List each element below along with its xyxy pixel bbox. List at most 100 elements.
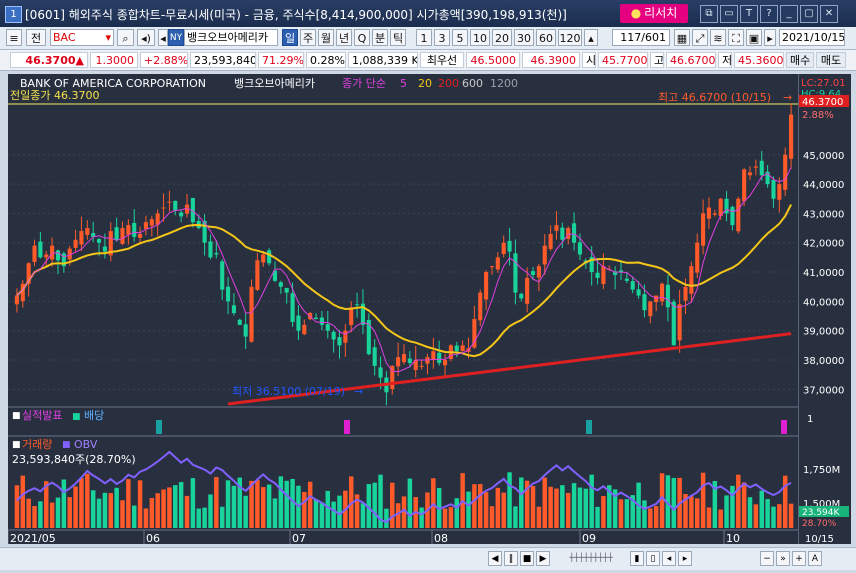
more-icon[interactable]: ▸ (764, 29, 776, 46)
volume-bar (90, 490, 96, 528)
symbol-input[interactable]: BAC ▾ (50, 29, 114, 46)
rewind-icon[interactable]: ◀ (488, 551, 502, 566)
candle-body (67, 248, 72, 260)
zoom-slider[interactable]: ┼┼┼┼┼┼┼┼┼ (556, 551, 626, 566)
candle-body (349, 307, 354, 326)
interval-120-button[interactable]: 120 (558, 29, 582, 46)
candle-body (706, 207, 712, 219)
price-chart-svg[interactable]: BANK OF AMERICA CORPORATION 뱅크오브아메리카 종가 … (7, 74, 798, 545)
layout-icon[interactable]: ▭ (720, 5, 738, 23)
save-icon[interactable]: ▣ (746, 29, 762, 46)
expand-icon[interactable]: ⤢ (692, 29, 708, 46)
volume-bar (765, 499, 770, 528)
zoom-out-bar-icon[interactable]: ▯ (646, 551, 660, 566)
fullscreen-icon[interactable]: ⛶ (728, 29, 744, 46)
volume-bar (653, 506, 659, 528)
candle-body (472, 318, 477, 348)
compare-icon[interactable]: ≋ (710, 29, 726, 46)
pause-icon[interactable]: ‖ (504, 551, 518, 566)
interval-1-button[interactable]: 1 (416, 29, 432, 46)
ask-price: 46.3900 (522, 52, 580, 68)
link-window-icon[interactable]: ⧉ (700, 5, 718, 23)
search-icon[interactable]: ⌕ (117, 29, 134, 46)
volume-bar (38, 501, 43, 528)
volume-bar (741, 482, 747, 528)
earnings-marker[interactable] (344, 420, 350, 434)
prev-arrow-icon[interactable]: ◂ (158, 29, 168, 46)
candle-body (184, 204, 190, 214)
count-field[interactable]: 117/601 (612, 29, 670, 46)
volume-bar (231, 485, 237, 528)
volume-bar (536, 506, 542, 528)
interval-3-button[interactable]: 3 (434, 29, 450, 46)
window-number-badge[interactable]: 1 (5, 6, 22, 23)
period-quarter-tab[interactable]: Q (354, 29, 370, 46)
date-field[interactable]: 2021/10/15 (779, 29, 845, 46)
candle-body (355, 304, 360, 306)
text-tool-icon[interactable]: T (740, 5, 758, 23)
volume-bar (478, 484, 483, 528)
period-day-tab[interactable]: 일 (282, 29, 298, 46)
dividend-marker[interactable] (586, 420, 592, 434)
volume-bar (419, 507, 424, 528)
interval-30-button[interactable]: 30 (514, 29, 534, 46)
dividend-marker[interactable] (156, 420, 162, 434)
scroll-right-icon[interactable]: ▸ (678, 551, 692, 566)
period-tick-tab[interactable]: 틱 (390, 29, 406, 46)
market-select[interactable]: 전 (26, 29, 46, 46)
play-icon[interactable]: ▶ (536, 551, 550, 566)
help-icon[interactable]: ? (760, 5, 778, 23)
period-year-tab[interactable]: 년 (336, 29, 352, 46)
events-dot-icon: ■ (12, 411, 21, 421)
candle-body (648, 301, 653, 317)
sound-icon[interactable]: ◂) (137, 29, 155, 46)
scroll-up-icon[interactable]: ▴ (584, 29, 598, 46)
period-minute-tab[interactable]: 분 (372, 29, 388, 46)
zoom-in-bar-icon[interactable]: ▮ (630, 551, 644, 566)
earnings-marker[interactable] (781, 420, 787, 434)
low-label: 저 (718, 52, 732, 68)
candle-body (777, 184, 782, 200)
volume-bar (360, 503, 366, 528)
chevron-down-icon[interactable]: ▾ (105, 31, 111, 44)
minus-icon[interactable]: − (760, 551, 774, 566)
last-price-box-text: 46.3700 (802, 97, 843, 108)
ma200-label: 200 (438, 77, 459, 90)
period-week-tab[interactable]: 주 (300, 29, 316, 46)
volume-bar (319, 502, 325, 528)
chart-area[interactable]: BANK OF AMERICA CORPORATION 뱅크오브아메리카 종가 … (7, 74, 798, 545)
double-arrow-icon[interactable]: » (776, 551, 790, 566)
minimize-icon[interactable]: _ (780, 5, 798, 23)
period-month-tab[interactable]: 월 (318, 29, 334, 46)
scroll-left-icon[interactable]: ◂ (662, 551, 676, 566)
stock-name-field[interactable]: 뱅크오브아메리카 (184, 29, 278, 46)
menu-icon[interactable]: ≡ (6, 29, 22, 46)
candle-body (38, 241, 43, 258)
sell-button[interactable]: 매도 (816, 52, 846, 68)
volume-bar (695, 498, 700, 528)
interval-60-button[interactable]: 60 (536, 29, 556, 46)
interval-10-button[interactable]: 10 (470, 29, 490, 46)
volume-bar (49, 502, 55, 528)
buy-button[interactable]: 매수 (786, 52, 814, 68)
stop-icon[interactable]: ■ (520, 551, 534, 566)
interval-20-button[interactable]: 20 (492, 29, 512, 46)
price-tick: 41,0000 (803, 268, 844, 279)
low-annotation: 최저 36.5100 (07/19) (232, 385, 345, 398)
volume-bar (331, 501, 336, 528)
candle-body (296, 315, 301, 331)
grid-icon[interactable]: ▦ (674, 29, 690, 46)
research-button[interactable]: ● 리서치 (620, 4, 688, 23)
high-arrow-icon: → (783, 91, 792, 104)
maximize-icon[interactable]: ▢ (800, 5, 818, 23)
plus-icon[interactable]: + (792, 551, 806, 566)
high-annotation: 최고 46.6700 (10/15) (658, 91, 771, 104)
font-size-icon[interactable]: A (808, 551, 822, 566)
candle-body (255, 260, 260, 290)
volume-bar (161, 489, 166, 528)
candle-body (753, 166, 758, 168)
close-icon[interactable]: ✕ (820, 5, 838, 23)
interval-5-button[interactable]: 5 (452, 29, 468, 46)
ma5-label: 5 (400, 77, 407, 90)
candle-body (278, 282, 283, 287)
